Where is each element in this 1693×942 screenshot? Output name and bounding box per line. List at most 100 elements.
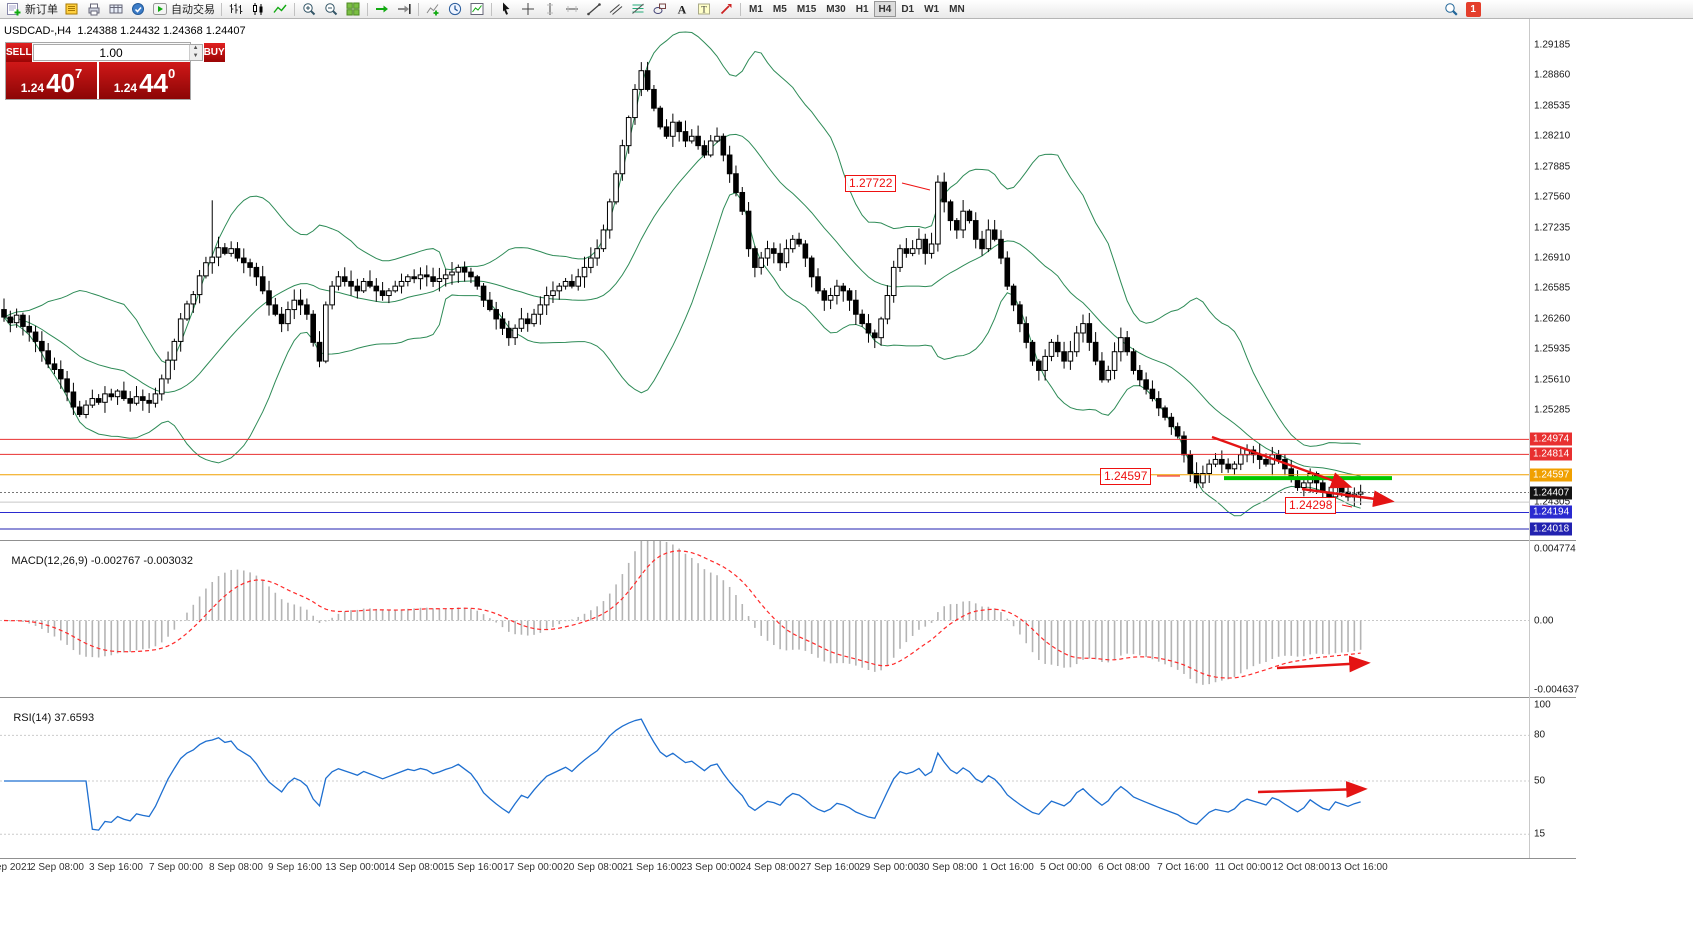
rsi-pane xyxy=(0,718,1529,835)
periods-button[interactable] xyxy=(444,1,466,18)
bid-price-pips: 40 xyxy=(46,68,76,98)
time-axis-label: 17 Sep 00:00 xyxy=(503,862,563,873)
timeframe-h4-button[interactable]: H4 xyxy=(873,1,897,17)
toolbar-separator xyxy=(418,2,419,16)
macd-values: -0.002767 -0.003032 xyxy=(90,555,193,567)
sell-button[interactable]: SELL xyxy=(6,43,32,62)
ask-price-main: 1.24 xyxy=(113,81,138,95)
notification-badge[interactable]: 1 xyxy=(1465,1,1481,17)
time-axis-label: 15 Sep 16:00 xyxy=(443,862,503,873)
price-axis-label: 1.25935 xyxy=(1534,343,1571,355)
time-axis-label: 13 Sep 00:00 xyxy=(325,862,385,873)
timeframe-m15-button[interactable]: M15 xyxy=(796,3,817,15)
macd-axis-label: 0.00 xyxy=(1534,615,1554,627)
toolbar-separator xyxy=(740,2,741,16)
cshift-icon xyxy=(398,4,411,14)
linec-icon xyxy=(273,4,287,13)
chart-shift-button[interactable] xyxy=(393,1,415,18)
price-callout[interactable]: 1.27722 xyxy=(845,175,897,192)
one-click-trading-panel: SELL ▲ ▼ BUY 1.24 40 7 1.24 xyxy=(5,42,225,100)
price-line-tag[interactable]: 1.24974 xyxy=(1530,432,1573,446)
horizontal-line-button[interactable] xyxy=(561,1,583,18)
time-axis-label: 3 Sep 16:00 xyxy=(89,862,143,873)
price-callout[interactable]: 1.24298 xyxy=(1285,497,1337,514)
svg-text:A: A xyxy=(678,3,687,17)
volume-input[interactable] xyxy=(33,45,189,60)
macd-indicator-label: MACD(12,26,9) -0.002767 -0.003032 xyxy=(0,543,193,579)
new-order-button[interactable]: 新订单 xyxy=(3,1,61,18)
time-axis-label: 11 Oct 00:00 xyxy=(1214,862,1272,873)
zin-icon xyxy=(303,3,316,16)
timeframe-m30-button[interactable]: M30 xyxy=(826,3,846,15)
time-axis-label: 27 Sep 16:00 xyxy=(800,862,860,873)
time-axis-label: 8 Sep 08:00 xyxy=(209,862,263,873)
print-button[interactable] xyxy=(83,1,105,18)
time-axis-label: 20 Sep 08:00 xyxy=(563,862,623,873)
print-icon xyxy=(88,3,100,16)
data-window-button[interactable] xyxy=(105,1,127,18)
time-axis-label: 6 Oct 08:00 xyxy=(1098,862,1150,873)
zoom-out-button[interactable] xyxy=(320,1,342,18)
ask-price-pips: 44 xyxy=(139,68,169,98)
ask-price-point: 0 xyxy=(168,66,176,81)
vline-icon xyxy=(547,3,553,15)
cross-icon xyxy=(522,3,534,15)
autotrading-button[interactable]: 自动交易 xyxy=(149,1,218,18)
time-axis-label: 7 Oct 16:00 xyxy=(1157,862,1209,873)
volume-spinner: ▲ ▼ xyxy=(188,45,202,60)
price-line-tag[interactable]: 1.24597 xyxy=(1530,468,1573,482)
price-axis-label: 1.26585 xyxy=(1534,282,1571,294)
fibonacci-button[interactable] xyxy=(627,1,649,18)
navigator-button[interactable] xyxy=(127,1,149,18)
timeframe-w1-button[interactable]: W1 xyxy=(924,3,940,15)
chan-icon xyxy=(609,4,623,15)
textt-icon: T xyxy=(698,3,710,15)
fibo-icon xyxy=(632,3,644,14)
arrows-button[interactable] xyxy=(715,1,737,18)
timeframe-h1-button[interactable]: H1 xyxy=(855,3,869,15)
timeframe-m1-button[interactable]: M1 xyxy=(749,3,763,15)
text-button[interactable]: A xyxy=(671,1,693,18)
volume-down-button[interactable]: ▼ xyxy=(189,52,202,60)
trendline-button[interactable] xyxy=(583,1,605,18)
timeframe-d1-button[interactable]: D1 xyxy=(901,3,915,15)
volume-up-button[interactable]: ▲ xyxy=(189,45,202,53)
candlestick-chart-button[interactable] xyxy=(247,1,269,18)
price-line-tag[interactable]: 1.24194 xyxy=(1530,505,1573,519)
price-axis-label: 1.27885 xyxy=(1534,161,1571,173)
time-axis-label: ep 2021 xyxy=(0,862,33,873)
tile-windows-button[interactable] xyxy=(342,1,364,18)
zoom-in-button[interactable] xyxy=(298,1,320,18)
time-axis-label: 7 Sep 00:00 xyxy=(149,862,203,873)
crosshair-button[interactable] xyxy=(517,1,539,18)
bar-chart-button[interactable] xyxy=(225,1,247,18)
cursor-button[interactable] xyxy=(495,1,517,18)
templates-button[interactable] xyxy=(466,1,488,18)
price-line-tag[interactable]: 1.24018 xyxy=(1530,522,1573,536)
search-button[interactable] xyxy=(1440,1,1462,18)
price-line-tag[interactable]: 1.24814 xyxy=(1530,447,1573,461)
tmpl-icon xyxy=(470,3,484,15)
buy-price-button[interactable]: 1.24 44 0 xyxy=(99,62,190,99)
price-callout[interactable]: 1.24597 xyxy=(1100,468,1152,485)
time-axis-label: 30 Sep 08:00 xyxy=(918,862,978,873)
channel-button[interactable] xyxy=(605,1,627,18)
vertical-line-button[interactable] xyxy=(539,1,561,18)
label-button[interactable]: T xyxy=(693,1,715,18)
rsi-indicator-label: RSI(14) 37.6593 xyxy=(0,700,94,736)
auto-scroll-button[interactable] xyxy=(371,1,393,18)
sell-price-button[interactable]: 1.24 40 7 xyxy=(6,62,97,99)
macd-axis-label: -0.004637 xyxy=(1534,684,1580,696)
market-watch-button[interactable] xyxy=(61,1,83,18)
bid-price-point: 7 xyxy=(75,66,83,81)
indicators-button[interactable] xyxy=(422,1,444,18)
autotrading-button-label: 自动交易 xyxy=(171,4,215,16)
line-chart-button[interactable] xyxy=(269,1,291,18)
shapes-button[interactable] xyxy=(649,1,671,18)
timeframe-m5-button[interactable]: M5 xyxy=(772,3,787,15)
indic-icon xyxy=(426,4,439,16)
neworder-icon xyxy=(7,3,21,16)
buy-button[interactable]: BUY xyxy=(203,43,225,62)
timeframe-mn-button[interactable]: MN xyxy=(949,3,965,15)
